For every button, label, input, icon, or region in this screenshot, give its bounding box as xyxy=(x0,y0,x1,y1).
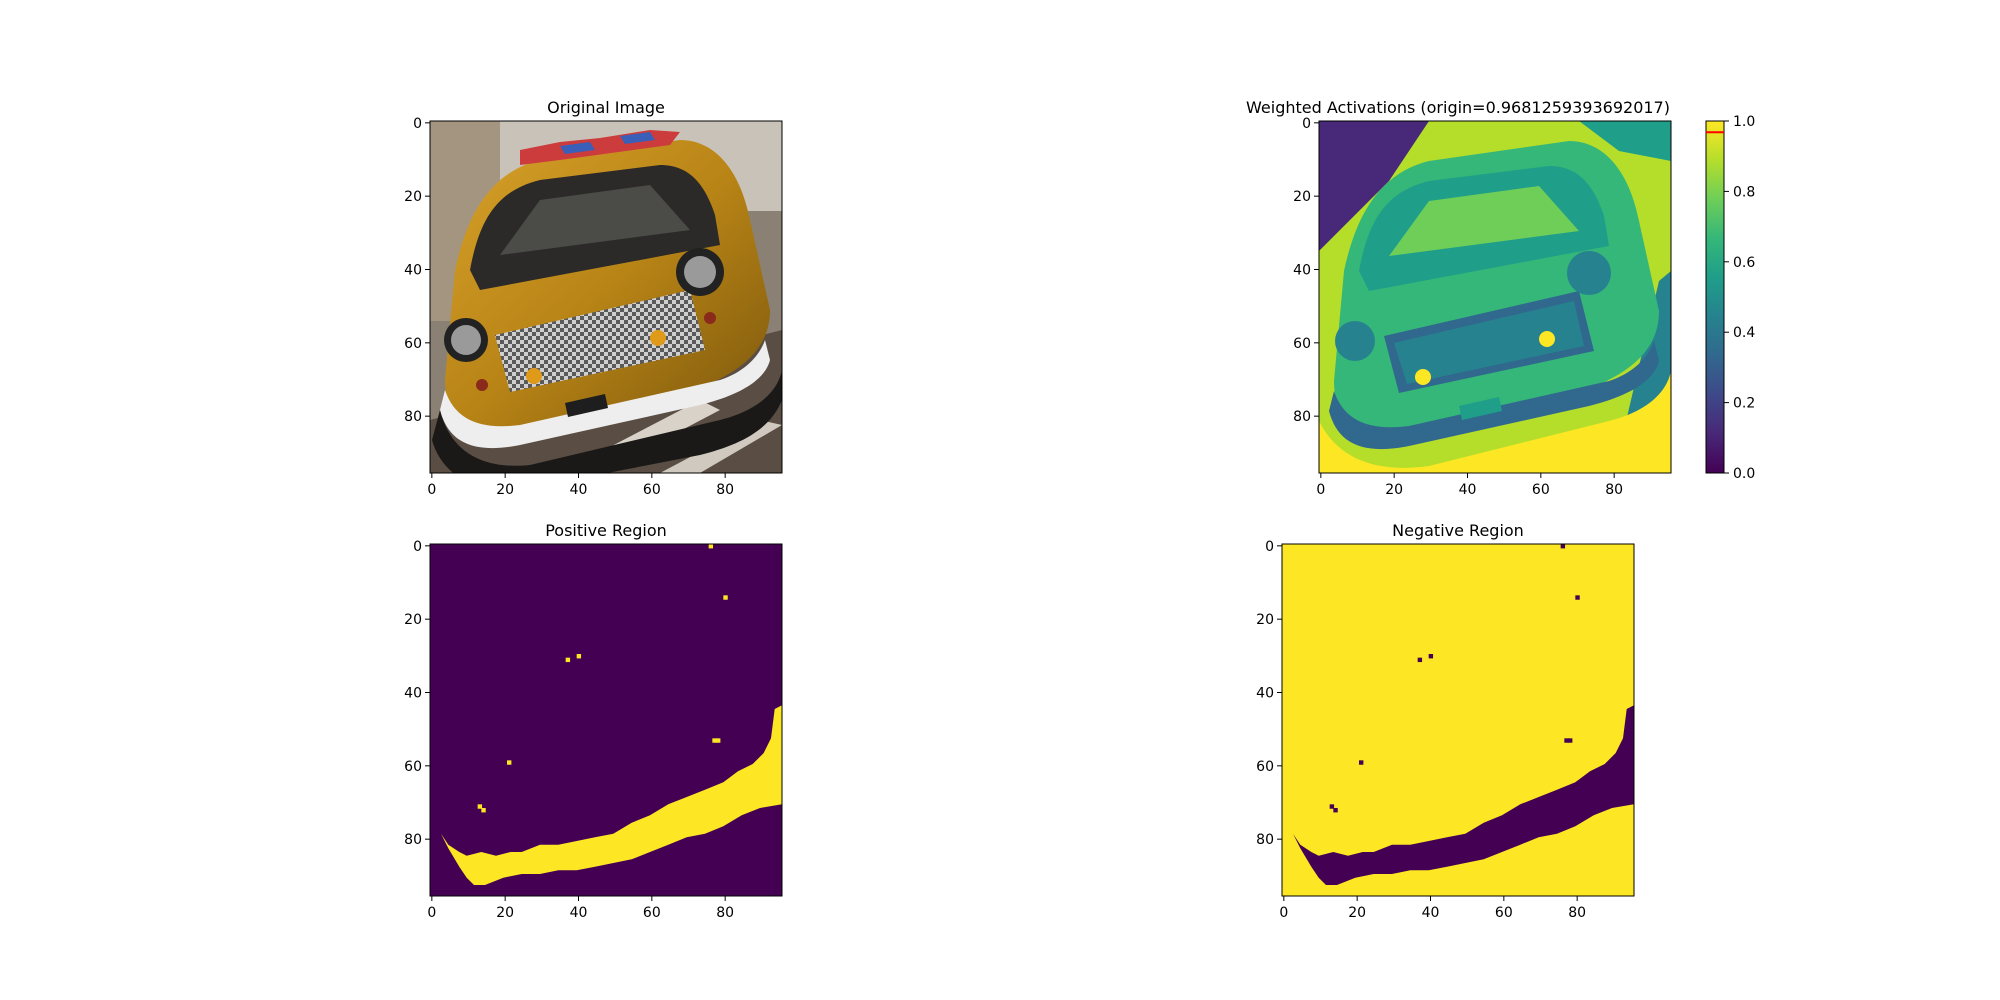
x-tick-label: 0 xyxy=(1279,905,1288,921)
y-tick-label: 20 xyxy=(404,612,422,628)
y-tick-label: 40 xyxy=(1256,686,1274,702)
region-speck xyxy=(481,808,486,813)
y-tick-label: 60 xyxy=(1256,759,1274,775)
y-tick-label: 40 xyxy=(404,686,422,702)
x-tick-label: 60 xyxy=(643,482,661,498)
x-tick-label: 20 xyxy=(496,482,514,498)
y-tick-label: 60 xyxy=(404,336,422,352)
x-tick-label: 20 xyxy=(1348,905,1366,921)
region-speck xyxy=(1333,808,1338,813)
x-tick-label: 60 xyxy=(1532,482,1550,498)
panel-positive-region: Positive Region 0 20 40 60 80 0 20 40 60 80 xyxy=(404,521,783,921)
y-tick-label: 0 xyxy=(413,116,422,132)
x-tick-label: 40 xyxy=(570,905,588,921)
region-speck xyxy=(1575,595,1580,600)
region-speck xyxy=(1417,657,1423,663)
y-tick-label: 60 xyxy=(1293,336,1311,352)
y-tick-label: 0 xyxy=(413,539,422,555)
y-tick-label: 80 xyxy=(1293,409,1311,425)
region-speck xyxy=(716,738,721,743)
colorbar-tick-label: 1.0 xyxy=(1733,114,1755,130)
region-speck xyxy=(1564,738,1569,743)
region-speck xyxy=(1428,654,1434,659)
x-tick-label: 80 xyxy=(1605,482,1623,498)
region-speck xyxy=(723,595,728,600)
colorbar: 0.0 0.2 0.4 0.6 0.8 1.0 xyxy=(1705,114,1755,482)
y-tick-label: 0 xyxy=(1265,539,1274,555)
x-tick-label: 0 xyxy=(427,905,436,921)
y-tick-label: 60 xyxy=(404,759,422,775)
activation-license-plate xyxy=(1459,397,1502,420)
region-speck xyxy=(1359,760,1364,765)
x-tick-label: 40 xyxy=(1422,905,1440,921)
colorbar-tick-label: 0.4 xyxy=(1733,325,1755,341)
activation-dark-corner xyxy=(1319,121,1429,251)
original-image-frame xyxy=(429,120,783,474)
x-tick-label: 80 xyxy=(1568,905,1586,921)
activation-right-lamp xyxy=(1539,331,1555,347)
activation-window-glare xyxy=(1389,186,1579,256)
region-speck xyxy=(1568,738,1573,743)
x-tick-label: 80 xyxy=(716,905,734,921)
y-tick-label: 40 xyxy=(1293,263,1311,279)
region-speck xyxy=(477,804,483,809)
y-tick-label: 20 xyxy=(404,189,422,205)
x-tick-label: 20 xyxy=(1385,482,1403,498)
activation-left-headlight xyxy=(1335,321,1375,361)
x-tick-label: 60 xyxy=(643,905,661,921)
region-speck xyxy=(507,760,512,765)
colorbar-tick-label: 0.6 xyxy=(1733,255,1755,271)
y-tick-label: 20 xyxy=(1256,612,1274,628)
y-tick-label: 80 xyxy=(404,832,422,848)
activation-grille xyxy=(1394,301,1584,384)
region-speck xyxy=(708,544,714,549)
negative-region-frame xyxy=(1281,543,1635,897)
panel-negative-region: Negative Region 0 20 40 60 80 0 20 40 60 80 xyxy=(1256,521,1635,921)
colorbar-gradient xyxy=(1705,120,1725,474)
activation-heatmap-frame xyxy=(1318,120,1672,474)
region-shape xyxy=(441,705,782,885)
region-speck xyxy=(1560,544,1566,549)
y-tick-label: 40 xyxy=(404,263,422,279)
activation-bumper xyxy=(1329,341,1659,450)
original-image-title: Original Image xyxy=(547,98,665,117)
x-tick-label: 80 xyxy=(716,482,734,498)
x-tick-label: 0 xyxy=(427,482,436,498)
x-tick-label: 40 xyxy=(570,482,588,498)
x-tick-label: 60 xyxy=(1495,905,1513,921)
region-speck xyxy=(1329,804,1335,809)
x-tick-label: 0 xyxy=(1316,482,1325,498)
positive-region-map xyxy=(430,544,782,896)
activation-left-lamp xyxy=(1415,369,1431,385)
colorbar-tick-label: 0.8 xyxy=(1733,184,1755,200)
original-photo xyxy=(430,121,782,473)
positive-region-title: Positive Region xyxy=(545,521,667,540)
colorbar-tick-label: 0.2 xyxy=(1733,396,1755,412)
positive-region-frame xyxy=(429,543,783,897)
region-speck xyxy=(712,738,717,743)
activation-heatmap xyxy=(1319,121,1671,473)
x-tick-label: 40 xyxy=(1459,482,1477,498)
negative-region-map xyxy=(1282,544,1634,896)
y-tick-label: 80 xyxy=(1256,832,1274,848)
region-speck xyxy=(576,654,582,659)
negative-region-title: Negative Region xyxy=(1392,521,1524,540)
activation-shadow-road xyxy=(1319,371,1671,473)
y-tick-label: 0 xyxy=(1302,116,1311,132)
colorbar-tick-label: 0.0 xyxy=(1733,466,1755,482)
activation-top-right xyxy=(1579,121,1671,161)
weighted-activations-title: Weighted Activations (origin=0.968125939… xyxy=(1246,98,1670,117)
y-tick-label: 20 xyxy=(1293,189,1311,205)
region-shape xyxy=(1293,705,1634,885)
x-tick-label: 20 xyxy=(496,905,514,921)
y-tick-label: 80 xyxy=(404,409,422,425)
activation-right-headlight xyxy=(1567,251,1611,295)
region-speck xyxy=(565,657,571,663)
panel-original-image: Original Image xyxy=(404,98,783,498)
panel-weighted-activations: Weighted Activations (origin=0.968125939… xyxy=(1246,98,1755,498)
